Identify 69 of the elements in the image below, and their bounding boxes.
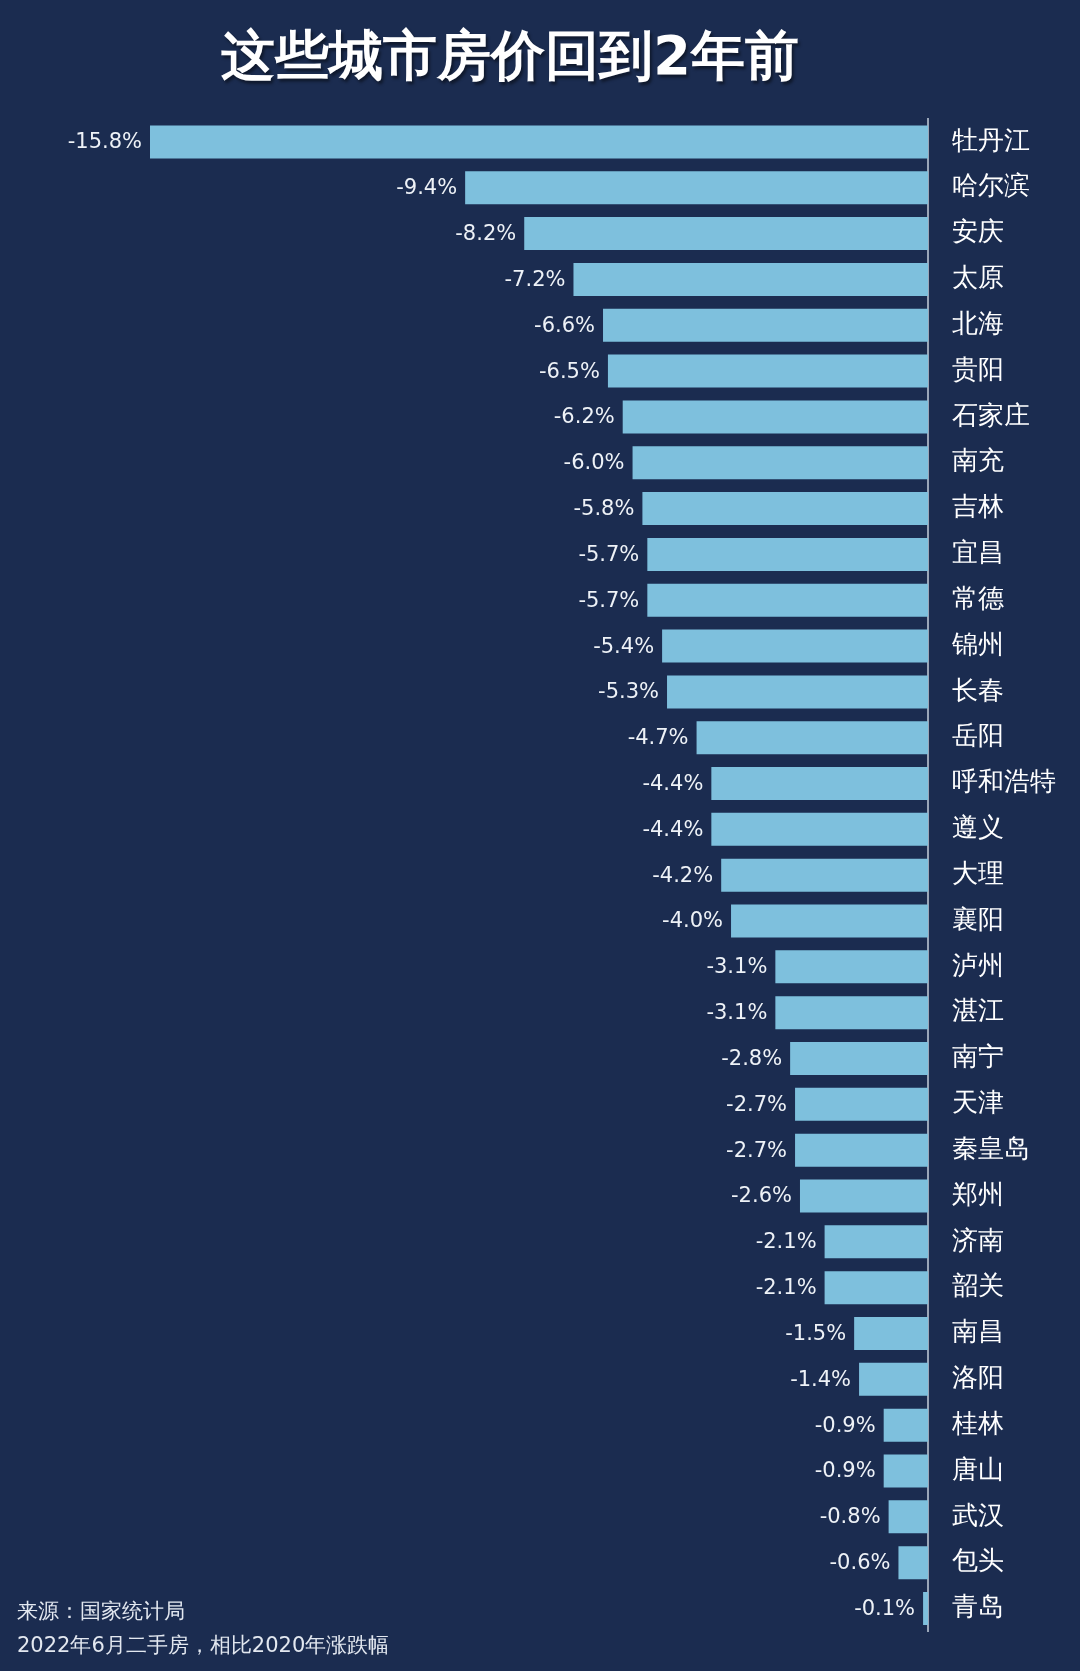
data-label: -2.7% xyxy=(726,1091,788,1116)
data-label: -2.8% xyxy=(721,1045,783,1070)
data-label: -2.1% xyxy=(755,1229,817,1254)
data-label: -4.4% xyxy=(642,816,704,841)
text: 2022年6月二手房，相比2020年涨跌幅 xyxy=(17,1632,390,1659)
y-tick-label: 大理 xyxy=(952,857,1004,888)
y-tick-label: 南充 xyxy=(952,445,1004,476)
y-tick-label: 襄阳 xyxy=(952,903,1004,934)
data-label: -3.1% xyxy=(706,954,768,979)
y-tick-label: 太原 xyxy=(952,262,1004,293)
data-label: -9.4% xyxy=(396,175,458,200)
y-tick-label: 秦皇岛 xyxy=(952,1132,1030,1163)
data-label: -8.2% xyxy=(455,221,517,246)
data-label: -4.0% xyxy=(662,908,724,933)
y-tick-label: 吉林 xyxy=(952,491,1004,522)
data-label: -5.3% xyxy=(598,679,660,704)
y-tick-label: 北海 xyxy=(952,307,1004,338)
y-tick-label: 石家庄 xyxy=(952,399,1030,430)
data-label: -0.9% xyxy=(814,1458,876,1483)
y-tick-label: 桂林 xyxy=(951,1407,1004,1438)
y-tick-label: 长春 xyxy=(952,674,1004,705)
y-tick-label: 安庆 xyxy=(952,216,1004,247)
data-label: -4.4% xyxy=(642,770,704,795)
data-label: -15.8% xyxy=(67,129,142,154)
y-tick-label: 南昌 xyxy=(952,1316,1004,1347)
data-label: -0.9% xyxy=(814,1412,876,1437)
y-tick-label: 唐山 xyxy=(952,1453,1004,1484)
data-label: -2.7% xyxy=(726,1137,788,1162)
y-tick-label: 洛阳 xyxy=(952,1362,1004,1393)
y-tick-label: 岳阳 xyxy=(952,720,1004,751)
data-label: -0.6% xyxy=(829,1550,891,1575)
y-tick-label: 牡丹江 xyxy=(952,124,1030,155)
y-tick-label: 贵阳 xyxy=(952,353,1004,384)
chart-title: 这些城市房价回到2年前 xyxy=(220,23,800,89)
data-label: -4.2% xyxy=(652,862,714,887)
y-tick-label: 泸州 xyxy=(952,949,1004,980)
y-tick-label: 锦州 xyxy=(951,628,1004,659)
y-tick-label: 郑州 xyxy=(952,1178,1004,1209)
y-tick-label: 遵义 xyxy=(952,812,1004,843)
annotation: 来源：国家统计局 xyxy=(17,1598,186,1625)
data-label: -5.7% xyxy=(578,541,640,566)
y-tick-label: 包头 xyxy=(952,1545,1004,1576)
data-label: -6.6% xyxy=(534,312,596,337)
y-tick-label: 济南 xyxy=(952,1224,1004,1255)
y-tick-label: 哈尔滨 xyxy=(952,170,1030,201)
data-label: -2.6% xyxy=(731,1183,792,1208)
y-tick-label: 南宁 xyxy=(952,1041,1004,1072)
data-label: -5.4% xyxy=(593,633,655,658)
y-tick-label: 韶关 xyxy=(952,1270,1004,1301)
data-label: -6.2% xyxy=(553,404,615,429)
y-tick-label: 青岛 xyxy=(952,1591,1004,1622)
data-label: -0.8% xyxy=(819,1504,881,1529)
data-label: -1.5% xyxy=(785,1320,847,1345)
y-tick-label: 武汉 xyxy=(952,1499,1004,1530)
y-tick-label: 宜昌 xyxy=(952,537,1004,568)
data-label: -6.5% xyxy=(539,358,600,383)
data-label: -5.8% xyxy=(573,496,635,521)
y-tick-label: 呼和浩特 xyxy=(952,766,1056,797)
data-label: -1.4% xyxy=(790,1366,852,1391)
data-label: -7.2% xyxy=(504,266,566,291)
y-tick-label: 常德 xyxy=(952,582,1004,613)
y-tick-label: 天津 xyxy=(952,1087,1004,1118)
data-label: -0.1% xyxy=(854,1595,916,1620)
data-label: -4.7% xyxy=(627,725,689,750)
data-label: -6.0% xyxy=(563,450,625,475)
data-label: -2.1% xyxy=(755,1275,817,1300)
y-tick-label: 湛江 xyxy=(952,995,1004,1026)
data-label: -5.7% xyxy=(578,587,640,612)
data-label: -3.1% xyxy=(706,1000,768,1025)
